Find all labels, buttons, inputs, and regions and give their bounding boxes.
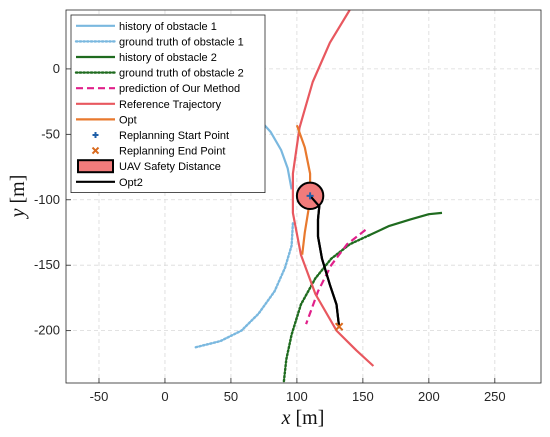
legend-entry: Reference Trajectory xyxy=(76,99,222,111)
legend-entry: Opt2 xyxy=(76,177,143,189)
marker-replanning-end-point xyxy=(334,322,344,331)
series-ground-truth-of-obstacle-2 xyxy=(282,233,371,383)
series-opt2-front xyxy=(309,195,341,327)
x-tick-label: 150 xyxy=(352,389,374,404)
x-tick-label: 200 xyxy=(418,389,440,404)
legend-entry: prediction of Our Method xyxy=(76,83,240,95)
legend-label: Reference Trajectory xyxy=(119,99,222,111)
legend-entry: UAV Safety Distance xyxy=(77,159,221,174)
legend-entry: ground truth of obstacle 2 xyxy=(74,68,244,80)
y-axis-label: y [m] xyxy=(7,175,29,220)
series-history-of-obstacle-2 xyxy=(369,211,443,237)
plot-frame xyxy=(65,9,542,384)
legend-entry: Replanning Start Point xyxy=(92,130,229,142)
legend-swatch xyxy=(77,159,114,174)
series-ground-truth-of-obstacle-1 xyxy=(192,222,295,349)
legend-label: Opt xyxy=(119,114,137,126)
legend-label: ground truth of obstacle 2 xyxy=(119,68,244,80)
legend-entry: Opt xyxy=(76,114,137,126)
series-prediction-of-our-method xyxy=(305,229,367,325)
ticks: -50 0 50 100 150 200 250 0 -50 -100 -150 -200 xyxy=(34,61,506,404)
legend-entry: Replanning End Point xyxy=(91,146,225,158)
x-axis-label: x [m] xyxy=(281,407,325,429)
y-tick-label: 0 xyxy=(53,61,60,76)
legend-label: Opt2 xyxy=(119,177,143,189)
x-tick-label: 100 xyxy=(286,389,308,404)
marker-replanning-start-point xyxy=(306,192,314,200)
x-tick-label: -50 xyxy=(90,389,109,404)
legend-label: history of obstacle 2 xyxy=(119,52,217,64)
x-tick-label: 250 xyxy=(484,389,506,404)
y-tick-label: -50 xyxy=(41,126,60,141)
series-layer xyxy=(192,10,443,383)
legend-entry: history of obstacle 1 xyxy=(76,21,217,33)
legend-label: ground truth of obstacle 1 xyxy=(119,36,244,48)
series-history-of-obstacle-1 xyxy=(256,116,293,190)
y-tick-label: -200 xyxy=(34,323,60,338)
x-tick-label: 0 xyxy=(161,389,168,404)
y-tick-label: -100 xyxy=(34,192,60,207)
legend-label: history of obstacle 1 xyxy=(119,21,217,33)
legend-label: prediction of Our Method xyxy=(119,83,240,95)
series-reference-trajectory xyxy=(291,10,375,367)
legend-entry: ground truth of obstacle 1 xyxy=(74,36,244,48)
legend-label: UAV Safety Distance xyxy=(119,161,221,173)
y-tick-label: -150 xyxy=(34,257,60,272)
legend: history of obstacle 1 ground truth of obs… xyxy=(70,14,266,194)
legend-label: Replanning End Point xyxy=(119,146,225,158)
x-tick-label: 50 xyxy=(224,389,238,404)
legend-entry: history of obstacle 2 xyxy=(76,52,217,64)
legend-label: Replanning Start Point xyxy=(119,130,229,142)
